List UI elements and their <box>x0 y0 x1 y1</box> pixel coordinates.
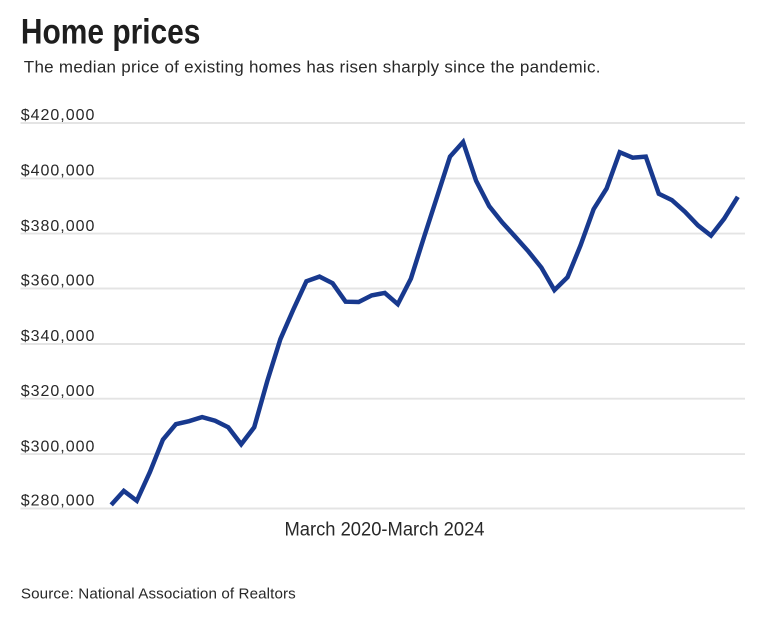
svg-text:$300,000: $300,000 <box>21 438 96 455</box>
svg-text:$280,000: $280,000 <box>21 493 96 510</box>
svg-text:$360,000: $360,000 <box>21 273 96 290</box>
svg-text:The median price of existing h: The median price of existing homes has r… <box>24 57 601 76</box>
svg-text:$420,000: $420,000 <box>21 107 96 124</box>
svg-text:Source: National Association o: Source: National Association of Realtors <box>21 585 296 602</box>
svg-text:$340,000: $340,000 <box>21 328 96 345</box>
svg-text:$400,000: $400,000 <box>21 163 96 180</box>
svg-text:$380,000: $380,000 <box>21 218 96 235</box>
svg-text:$320,000: $320,000 <box>21 383 96 400</box>
svg-text:Home prices: Home prices <box>21 12 201 51</box>
svg-text:March 2020-March 2024: March 2020-March 2024 <box>285 518 485 539</box>
